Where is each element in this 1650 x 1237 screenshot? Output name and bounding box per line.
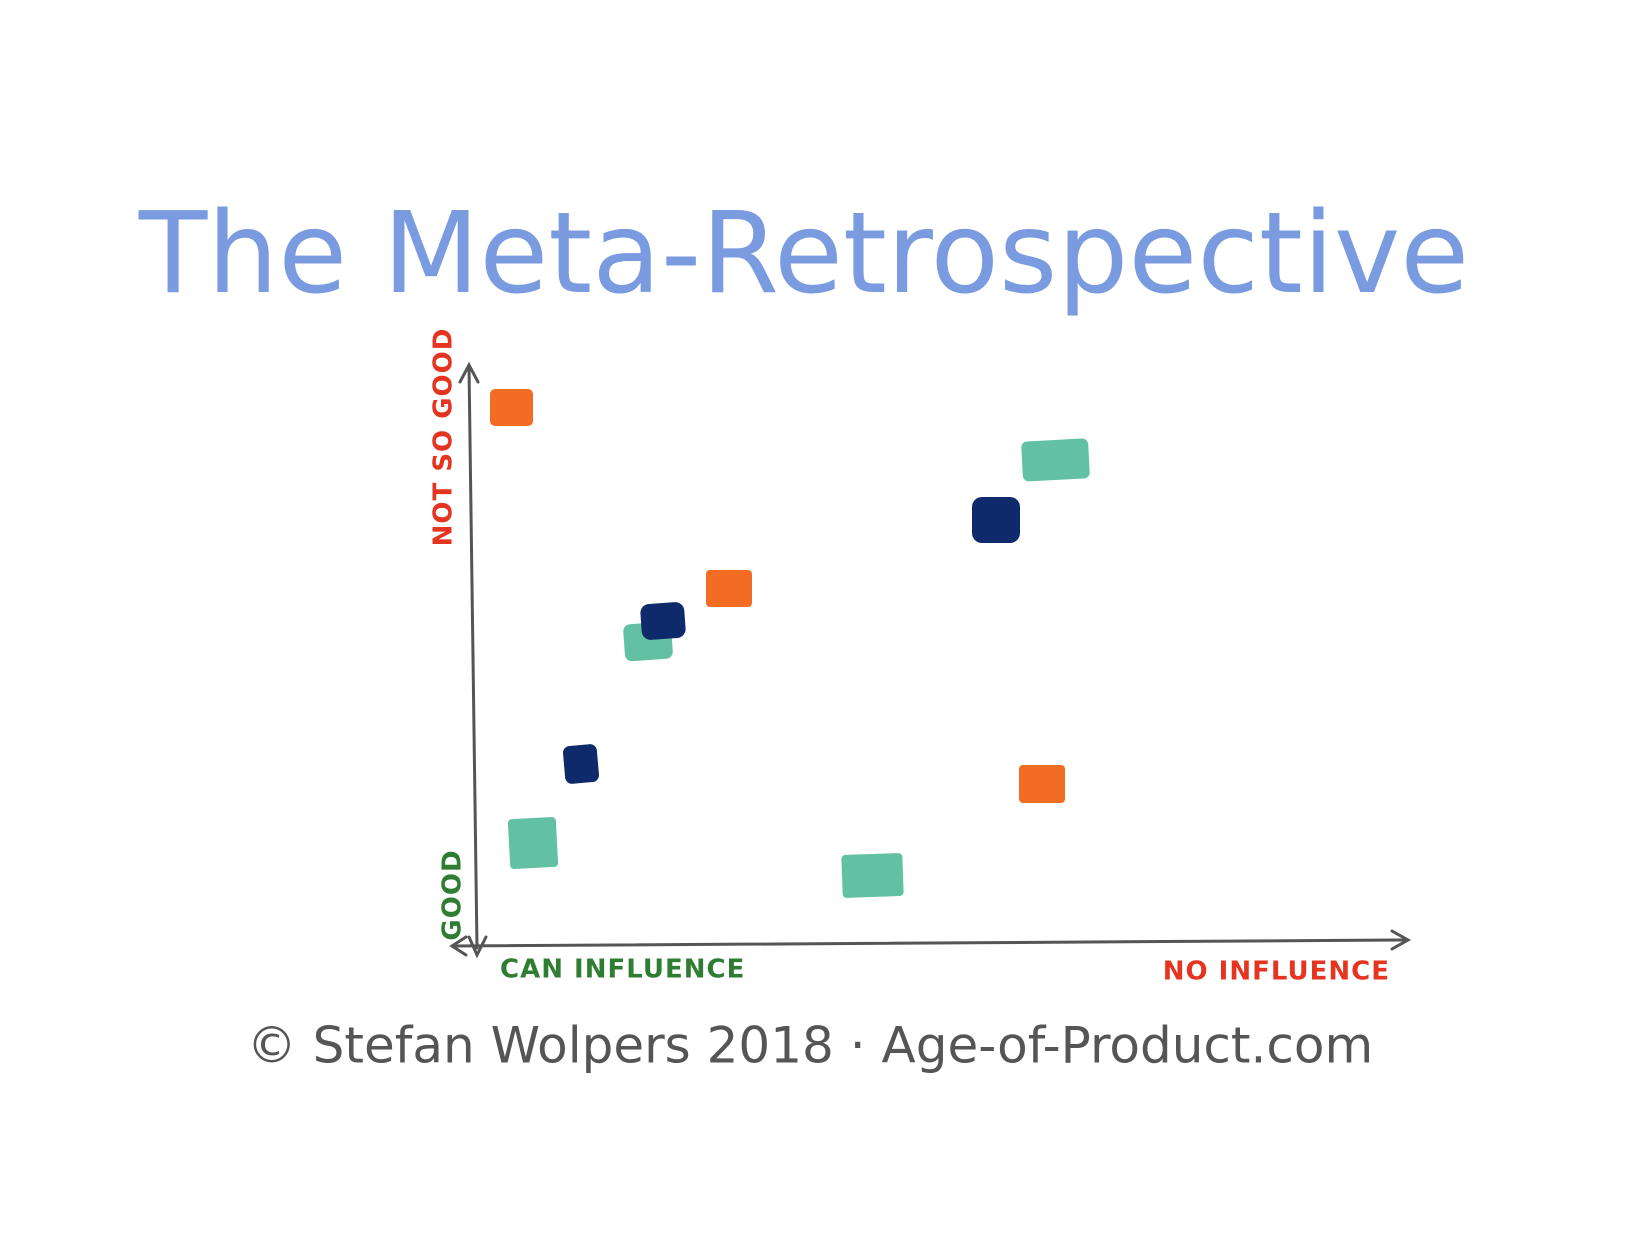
- sticky-note: [841, 853, 904, 898]
- y-axis: [467, 365, 479, 950]
- axes: [449, 361, 1412, 959]
- x-axis-arrow: [1390, 929, 1412, 951]
- sticky-note: [1019, 765, 1065, 803]
- sticky-note: [507, 816, 559, 870]
- notes: [490, 389, 1090, 898]
- sticky-note: [1021, 438, 1090, 482]
- sticky-note: [490, 389, 533, 426]
- sticky-note: [972, 497, 1020, 543]
- x-axis: [453, 938, 1408, 948]
- sticky-note: [706, 570, 752, 607]
- title: The Meta-Retrospective: [138, 189, 1469, 319]
- sticky-note: [640, 602, 686, 640]
- x-axis-right-label: NO INFLUENCE: [1163, 957, 1390, 987]
- sticky-note: [562, 744, 600, 784]
- y-axis-top-label: NOT SO GOOD: [429, 328, 459, 547]
- y-axis-arrow: [458, 361, 480, 384]
- x-axis-arrow-left: [449, 935, 468, 957]
- y-axis-bottom-label: GOOD: [438, 849, 468, 940]
- x-axis-left-label: CAN INFLUENCE: [500, 955, 745, 985]
- footer: © Stefan Wolpers 2018 · Age-of-Product.c…: [247, 1017, 1373, 1075]
- y-axis-arrow-bottom: [467, 935, 488, 959]
